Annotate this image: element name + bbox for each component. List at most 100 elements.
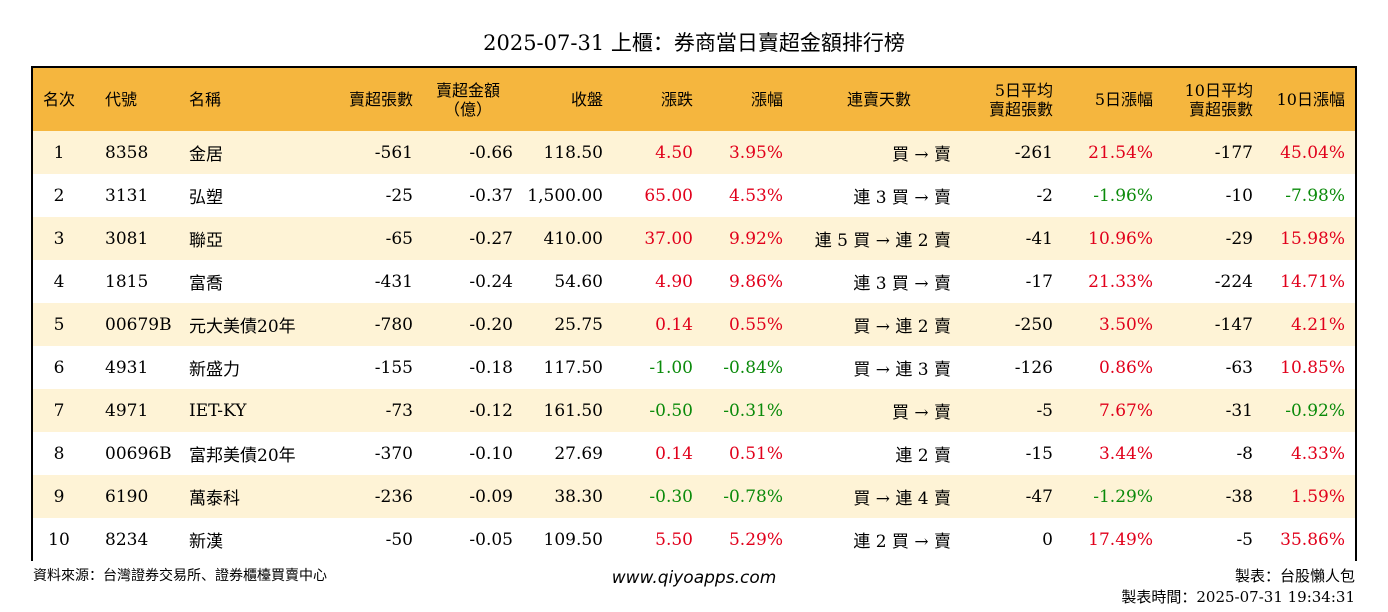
cell-avg10: -147: [1214, 314, 1253, 335]
cell-pct: 0.55%: [728, 314, 783, 335]
cell-avg10: -31: [1225, 400, 1253, 421]
cell-rank: 4: [53, 271, 65, 292]
col-header-label: 賣超金額: [435, 80, 500, 100]
col-header-label: 5日平均: [994, 80, 1053, 100]
cell-streak: 連 3 買 → 賣: [853, 188, 951, 208]
cell-pct10: 10.85%: [1280, 357, 1345, 378]
cell-change: 4.90: [655, 271, 693, 292]
cell-sell-amount: -0.09: [469, 486, 513, 507]
cell-close: 38.30: [554, 486, 603, 507]
cell-close: 161.50: [543, 400, 603, 421]
cell-avg10: -63: [1225, 357, 1253, 378]
col-header-rank: 名次: [33, 68, 95, 131]
cell-avg5: -250: [1014, 314, 1053, 335]
cell-rank: 2: [53, 185, 65, 206]
cell-rank: 10: [48, 529, 70, 550]
col-header-sell-amount: 賣超金額 （億）: [423, 68, 523, 131]
col-header-label: 名稱: [189, 90, 222, 109]
cell-code: 8358: [105, 142, 149, 163]
cell-avg5: -261: [1014, 142, 1053, 163]
cell-pct: 4.53%: [728, 185, 783, 206]
cell-sell-lots: -561: [374, 142, 413, 163]
cell-avg5: -15: [1025, 443, 1053, 464]
cell-sell-amount: -0.05: [469, 529, 513, 550]
cell-name: IET-KY: [189, 400, 247, 421]
table-row: 2 3131 弘塑 -25 -0.37 1,500.00 65.00 4.53% 連 3 買 →…: [33, 174, 1355, 217]
cell-rank: 8: [53, 443, 65, 464]
col-header-close: 收盤: [523, 68, 613, 131]
cell-close: 118.50: [543, 142, 603, 163]
col-header-name: 名稱: [179, 68, 319, 131]
cell-pct: 5.29%: [728, 529, 783, 550]
cell-sell-amount: -0.66: [469, 142, 513, 163]
cell-streak: 連 5 買 → 連 2 賣: [814, 231, 951, 251]
cell-avg10: -5: [1236, 529, 1253, 550]
cell-rank: 5: [53, 314, 65, 335]
cell-streak: 買 → 連 2 賣: [853, 317, 951, 337]
cell-close: 1,500.00: [527, 185, 603, 206]
cell-pct10: -7.98%: [1285, 185, 1345, 206]
cell-avg5: -126: [1014, 357, 1053, 378]
cell-avg5: -2: [1036, 185, 1053, 206]
cell-code: 4971: [105, 400, 149, 421]
cell-pct5: 7.67%: [1098, 400, 1153, 421]
data-source-note: 資料來源：台灣證券交易所、證券櫃檯買賣中心: [33, 568, 327, 584]
cell-close: 27.69: [554, 443, 603, 464]
cell-avg5: -41: [1025, 228, 1053, 249]
cell-sell-amount: -0.10: [469, 443, 513, 464]
col-header-avg10: 10日平均 賣超張數: [1163, 68, 1263, 131]
author-credit: 製表：台股懶人包: [1234, 567, 1355, 585]
cell-sell-lots: -73: [385, 400, 413, 421]
table-row: 1 8358 金居 -561 -0.66 118.50 4.50 3.95% 買 → 賣 -261…: [33, 131, 1355, 174]
cell-name: 萬泰科: [189, 489, 240, 509]
col-header-sublabel: （億）: [443, 99, 492, 119]
cell-close: 25.75: [554, 314, 603, 335]
cell-code: 6190: [105, 486, 149, 507]
cell-name: 聯亞: [189, 231, 223, 251]
table-row: 5 00679B 元大美債20年 -780 -0.20 25.75 0.14 0.55% 買 →…: [33, 303, 1355, 346]
table-row: 6 4931 新盛力 -155 -0.18 117.50 -1.00 -0.84% 買 → 連 …: [33, 346, 1355, 389]
cell-streak: 買 → 連 4 賣: [853, 489, 951, 509]
col-header-label: 10日平均: [1184, 80, 1253, 100]
table-row: 9 6190 萬泰科 -236 -0.09 38.30 -0.30 -0.78% 買 → 連 4…: [33, 475, 1355, 518]
cell-pct: -0.31%: [723, 400, 783, 421]
page-title: 2025-07-31 上櫃：券商當日賣超金額排行榜: [483, 31, 905, 55]
cell-pct5: 0.86%: [1098, 357, 1153, 378]
cell-change: 0.14: [655, 443, 693, 464]
cell-rank: 1: [53, 142, 65, 163]
col-header-label: 名次: [42, 90, 75, 109]
cell-avg5: 0: [1042, 529, 1053, 550]
cell-avg10: -29: [1225, 228, 1253, 249]
cell-sell-lots: -65: [385, 228, 413, 249]
col-header-label: 5日漲幅: [1094, 90, 1153, 109]
cell-sell-amount: -0.18: [469, 357, 513, 378]
website-watermark: www.qiyoapps.com: [611, 568, 777, 588]
cell-pct10: 14.71%: [1280, 271, 1345, 292]
cell-pct10: 15.98%: [1280, 228, 1345, 249]
cell-pct: 0.51%: [728, 443, 783, 464]
cell-sell-lots: -155: [374, 357, 413, 378]
cell-change: 37.00: [644, 228, 693, 249]
cell-pct: 9.86%: [728, 271, 783, 292]
cell-streak: 連 2 買 → 賣: [853, 532, 951, 552]
col-header-label: 漲跌: [660, 90, 693, 109]
cell-pct10: 35.86%: [1280, 529, 1345, 550]
cell-code: 3131: [105, 185, 149, 206]
cell-change: -1.00: [649, 357, 693, 378]
cell-sell-lots: -431: [374, 271, 413, 292]
cell-sell-lots: -780: [374, 314, 413, 335]
cell-change: -0.30: [649, 486, 693, 507]
cell-streak: 買 → 連 3 賣: [853, 360, 951, 380]
col-header-change: 漲跌: [613, 68, 703, 131]
cell-sell-lots: -370: [374, 443, 413, 464]
table-row: 4 1815 富喬 -431 -0.24 54.60 4.90 9.86% 連 3 買 → 賣 -…: [33, 260, 1355, 303]
cell-change: 5.50: [655, 529, 693, 550]
cell-pct5: 3.44%: [1098, 443, 1153, 464]
cell-code: 00696B: [105, 443, 172, 464]
cell-name: 金居: [189, 145, 223, 165]
table-row: 10 8234 新漢 -50 -0.05 109.50 5.50 5.29% 連 2 買 → 賣…: [33, 518, 1355, 561]
cell-name: 弘塑: [189, 188, 223, 208]
cell-code: 4931: [105, 357, 149, 378]
cell-close: 54.60: [554, 271, 603, 292]
cell-close: 109.50: [543, 529, 603, 550]
